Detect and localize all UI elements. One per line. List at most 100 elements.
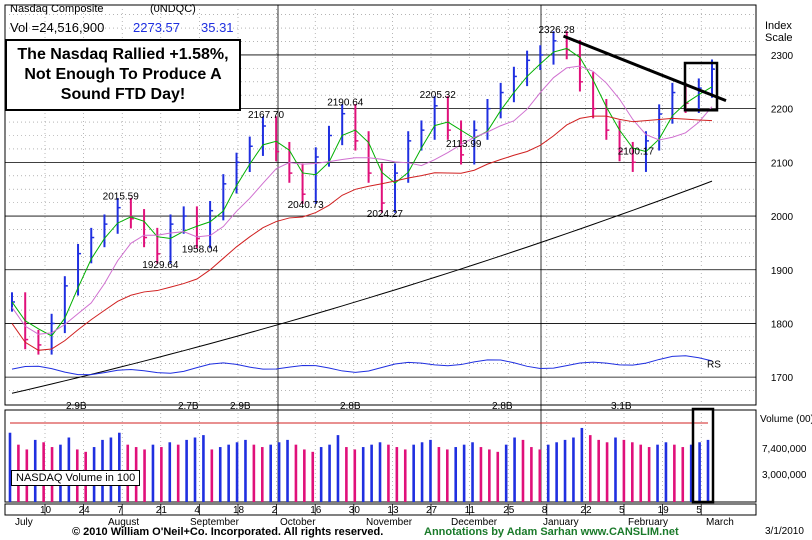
date-axis-frame [4, 503, 757, 516]
volume-bar [370, 444, 373, 502]
volume-bar [193, 437, 197, 502]
x-month-label: January [543, 517, 579, 528]
volume-bar [361, 447, 365, 502]
x-tick-label: 10 [40, 505, 52, 516]
rs-line [11, 355, 713, 376]
x-tick-label: 5 [619, 505, 625, 516]
callout-line-3: Sound FTD Day! [60, 86, 186, 103]
volume-bar [513, 437, 516, 502]
scale-label-scale: Scale [765, 32, 793, 44]
volume-bar [303, 449, 306, 502]
volume-bar [311, 451, 315, 502]
volume-bar [698, 442, 701, 502]
x-tick-label: 25 [503, 505, 515, 516]
volume-bar [143, 449, 146, 502]
volume-tick-label: 3,000,000 [762, 470, 807, 481]
volume-bar [168, 442, 172, 502]
volume-bar [227, 444, 230, 502]
x-tick-label: 16 [310, 505, 322, 516]
x-tick-label: 22 [580, 505, 592, 516]
price-annotation: 2205.32 [420, 90, 457, 101]
x-tick-label: 7 [117, 505, 123, 516]
volume-bar [555, 442, 558, 502]
volume-bar [319, 447, 323, 502]
x-tick-label: 11 [465, 505, 476, 516]
volume-bar [622, 439, 626, 502]
price-annotation: 2167.70 [248, 110, 285, 121]
price-annotation: 2113.99 [446, 139, 482, 150]
volume-bar [530, 447, 533, 502]
y-tick-label: 2100 [771, 158, 794, 169]
volume-tick-label: 7,400,000 [762, 444, 807, 455]
latest-volume-box [691, 407, 715, 504]
volume-bar [118, 432, 121, 502]
volume-annotation: 2.8B [340, 401, 361, 412]
volume-bar [631, 442, 634, 502]
volume-bar [462, 444, 466, 502]
price-annotation: 1929.64 [142, 260, 179, 271]
footer-copyright: © 2010 William O'Neil+Co. Incorporated. … [72, 526, 384, 538]
volume-bar [647, 447, 651, 502]
volume-bar [429, 439, 432, 502]
volume-bar [378, 442, 382, 502]
volume-bar [504, 444, 508, 502]
volume-annotation: 2.8B [492, 401, 513, 412]
volume-panel-label: NASDAQ Volume in 100 [11, 470, 141, 486]
price-readout: 2273.57 [133, 20, 180, 35]
latest-session-box [683, 61, 719, 112]
price-annotation: 2100.17 [618, 146, 655, 157]
x-tick-label: 27 [426, 505, 438, 516]
volume-bar [488, 449, 491, 502]
volume-bar [538, 449, 542, 502]
volume-bar [580, 427, 584, 502]
x-tick-label: 2 [272, 505, 278, 516]
change-readout: 35.31 [201, 20, 234, 35]
x-month-label: November [366, 517, 413, 528]
ticker-symbol: (0NDQC) [150, 3, 196, 15]
x-tick-label: 4 [194, 505, 200, 516]
x-month-label: December [451, 517, 498, 528]
volume-bar [454, 447, 458, 502]
volume-bar [336, 435, 340, 502]
volume-bar [294, 444, 298, 502]
volume-bar [109, 437, 113, 502]
volume-bar [446, 449, 449, 502]
price-annotation: 2040.73 [288, 200, 325, 211]
volume-bar [260, 447, 264, 502]
volume-bar [479, 447, 483, 502]
volume-annotation: 3.1B [611, 401, 632, 412]
annotation-callout: The Nasdaq Rallied +1.58%, Not Enough To… [5, 39, 241, 111]
price-annotation: 1958.04 [182, 245, 219, 256]
volume-bar [597, 439, 600, 502]
volume-bar [252, 444, 256, 502]
moving-average-mid [11, 65, 713, 335]
volume-bar [286, 439, 289, 502]
volume-annotation: 2.9B [66, 401, 87, 412]
x-tick-label: 13 [387, 505, 399, 516]
volume-bar [471, 442, 474, 502]
volume-bar [269, 444, 272, 502]
volume-bar [689, 444, 693, 502]
volume-header-label: Volume (00) [760, 414, 812, 425]
volume-bar [563, 439, 567, 502]
x-tick-label: 5 [696, 505, 702, 516]
x-tick-label: 8 [542, 505, 548, 516]
volume-bar [176, 444, 180, 502]
y-tick-label: 1800 [771, 319, 794, 330]
x-tick-label: 18 [233, 505, 245, 516]
volume-bar [420, 442, 424, 502]
volume-annotation: 2.9B [230, 401, 251, 412]
volume-bar [639, 444, 643, 502]
volume-bar [244, 439, 247, 502]
moving-average-short [11, 47, 713, 337]
volume-bar [521, 439, 525, 502]
x-tick-label: 24 [79, 505, 91, 516]
volume-bar [202, 435, 205, 502]
volume-bar [395, 447, 399, 502]
volume-bar [412, 444, 415, 502]
y-tick-label: 2200 [771, 105, 794, 116]
y-tick-label: 1700 [771, 373, 794, 384]
volume-bar [403, 449, 407, 502]
callout-line-2: Not Enough To Produce A [24, 66, 222, 83]
volume-bar [588, 435, 592, 502]
